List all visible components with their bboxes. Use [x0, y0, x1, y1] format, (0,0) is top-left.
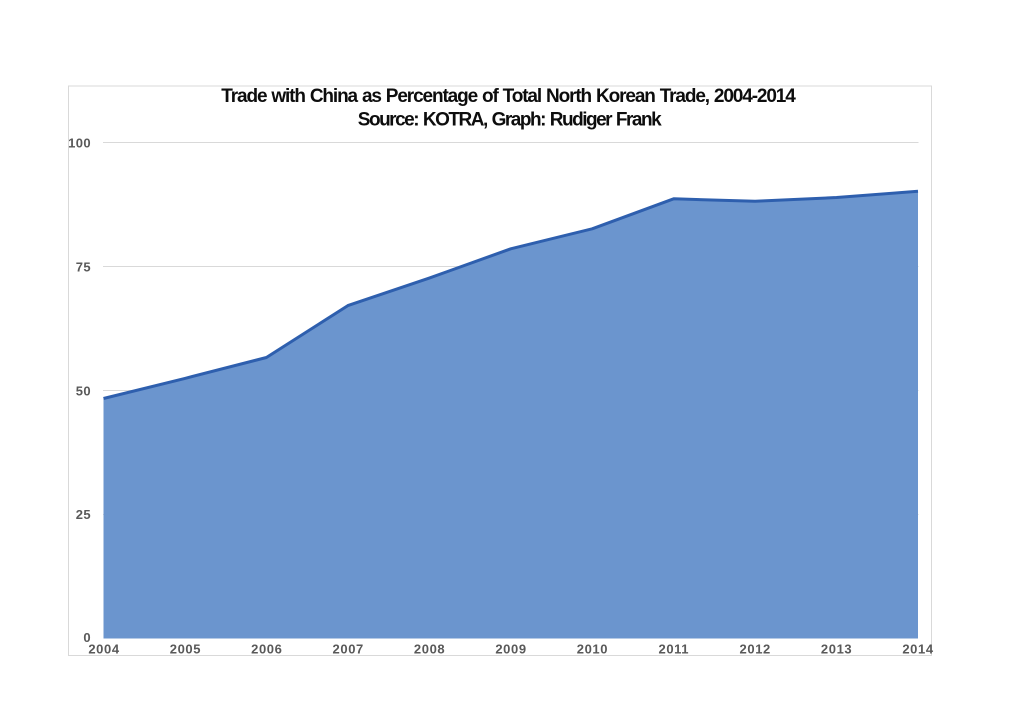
svg-text:100: 100 [68, 136, 91, 151]
svg-text:0: 0 [83, 630, 91, 645]
svg-text:2008: 2008 [414, 642, 445, 657]
svg-text:2012: 2012 [740, 642, 771, 657]
svg-text:Trade with China as Percentage: Trade with China as Percentage of Total … [221, 86, 796, 107]
svg-text:2007: 2007 [333, 642, 364, 657]
svg-text:2004: 2004 [88, 642, 119, 657]
svg-text:2005: 2005 [170, 642, 201, 657]
svg-text:2006: 2006 [251, 642, 282, 657]
svg-text:2013: 2013 [821, 642, 852, 657]
svg-text:2009: 2009 [495, 642, 526, 657]
svg-text:75: 75 [76, 260, 91, 275]
svg-text:25: 25 [76, 507, 91, 522]
svg-text:2010: 2010 [577, 642, 608, 657]
svg-text:50: 50 [76, 383, 91, 398]
svg-text:2011: 2011 [658, 642, 689, 657]
svg-text:2014: 2014 [902, 642, 933, 657]
svg-text:Source: KOTRA, Graph: Rudiger: Source: KOTRA, Graph: Rudiger Frank [358, 110, 662, 131]
